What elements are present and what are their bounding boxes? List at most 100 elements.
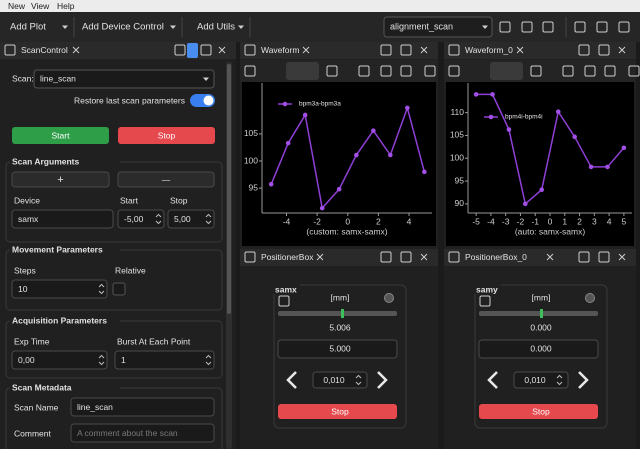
scan-name-input[interactable] (70, 397, 215, 417)
add-button[interactable] (11, 171, 110, 188)
scrollbar-handle[interactable] (227, 64, 231, 314)
start-button[interactable] (12, 127, 109, 144)
settings-icon[interactable] (578, 44, 590, 56)
spin-up[interactable] (205, 354, 212, 359)
dock-icon[interactable] (448, 251, 460, 263)
tweak-icon[interactable] (479, 295, 491, 307)
scan-combo[interactable] (33, 69, 215, 89)
toolbar-button[interactable]: Add Utils (197, 22, 235, 33)
spin-up[interactable] (155, 213, 162, 218)
toolbar-icon[interactable] (596, 21, 608, 33)
step-left-button[interactable] (487, 371, 498, 389)
step-size-input[interactable] (312, 371, 368, 389)
dock-button-active[interactable] (187, 43, 198, 58)
step-right-button[interactable] (578, 371, 589, 389)
toolbar-icon[interactable] (521, 21, 533, 33)
plot-icon[interactable] (244, 44, 256, 56)
plot-tool-icon[interactable] (562, 65, 574, 77)
remove-button[interactable] (117, 171, 215, 188)
plot-tool-icon[interactable] (584, 65, 596, 77)
spin-down[interactable] (155, 220, 162, 225)
plot-tool-icon[interactable] (448, 65, 460, 77)
menu-item[interactable]: View (31, 1, 50, 11)
spin-down[interactable] (205, 361, 212, 366)
float-icon[interactable] (400, 251, 412, 263)
data-point (588, 164, 594, 170)
toolbar-button[interactable]: Add Plot (10, 22, 46, 33)
setpoint-input[interactable] (478, 339, 599, 359)
tab-title[interactable]: PositionerBox (261, 252, 314, 262)
step-left-button[interactable] (286, 371, 297, 389)
close-icon[interactable] (618, 253, 626, 261)
positioner-stop-button[interactable] (278, 404, 397, 419)
close-icon[interactable] (420, 253, 428, 261)
close-icon[interactable] (302, 46, 310, 54)
tab-title[interactable]: Waveform (261, 45, 299, 55)
toolbar-icon[interactable] (618, 21, 630, 33)
stop-button[interactable] (118, 127, 215, 144)
scan-combo[interactable] (383, 16, 493, 38)
tweak-icon[interactable] (278, 295, 290, 307)
spin-up[interactable] (98, 283, 105, 288)
settings-icon[interactable] (174, 44, 186, 56)
float-icon[interactable] (598, 251, 610, 263)
spin-down[interactable] (205, 220, 212, 225)
close-icon[interactable] (420, 46, 428, 54)
spin-up[interactable] (355, 374, 362, 379)
tab-title[interactable]: ScanControl (21, 45, 68, 55)
plot-tool-icon[interactable] (380, 65, 392, 77)
relative-checkbox[interactable] (112, 282, 126, 296)
close-icon[interactable] (72, 46, 80, 54)
toolbar-icon[interactable] (574, 21, 586, 33)
dock-icon[interactable] (244, 251, 256, 263)
stop-input[interactable] (167, 209, 215, 229)
toolbar-icon[interactable] (499, 21, 511, 33)
float-icon[interactable] (200, 44, 212, 56)
menu-item[interactable]: New (8, 1, 26, 11)
step-size-input[interactable] (513, 371, 569, 389)
toolbar-button[interactable]: Add Device Control (82, 22, 164, 33)
spin-down[interactable] (98, 361, 105, 366)
plot-tool-icon[interactable] (358, 65, 370, 77)
settings-icon[interactable] (380, 44, 392, 56)
spin-up[interactable] (205, 213, 212, 218)
tab-title[interactable]: PositionerBox_0 (465, 252, 527, 262)
close-icon[interactable] (218, 46, 226, 54)
menu-item[interactable]: Help (57, 1, 75, 11)
spin-up[interactable] (98, 354, 105, 359)
plot-icon[interactable] (448, 44, 460, 56)
spin-up[interactable] (556, 374, 563, 379)
plot-tool-icon[interactable] (604, 65, 616, 77)
close-icon[interactable] (618, 46, 626, 54)
dock-icon[interactable] (4, 44, 16, 56)
float-icon[interactable] (400, 44, 412, 56)
plot-tool-icon[interactable] (628, 65, 640, 77)
plot-tool-icon[interactable] (400, 65, 412, 77)
close-icon[interactable] (316, 253, 324, 261)
settings-icon[interactable] (380, 251, 392, 263)
pan-tool-active[interactable] (286, 62, 319, 80)
device-input[interactable] (11, 209, 114, 229)
positioner-stop-button[interactable] (479, 404, 598, 419)
plot-tool-icon[interactable] (326, 65, 338, 77)
toolbar-icon[interactable] (542, 21, 554, 33)
steps-input[interactable] (11, 279, 108, 299)
spin-down[interactable] (355, 381, 362, 386)
settings-icon[interactable] (578, 251, 590, 263)
close-icon[interactable] (516, 46, 524, 54)
spin-down[interactable] (98, 290, 105, 295)
start-input[interactable] (117, 209, 165, 229)
comment-input[interactable] (70, 423, 215, 443)
float-icon[interactable] (598, 44, 610, 56)
burst-input[interactable] (114, 350, 215, 370)
spin-down[interactable] (556, 381, 563, 386)
step-right-button[interactable] (377, 371, 388, 389)
plot-tool-icon[interactable] (244, 65, 256, 77)
plot-tool-icon[interactable] (530, 65, 542, 77)
plot-tool-icon[interactable] (424, 65, 436, 77)
close-icon[interactable] (546, 253, 554, 261)
tab-title[interactable]: Waveform_0 (465, 45, 513, 55)
setpoint-input[interactable] (277, 339, 398, 359)
exp-time-input[interactable] (11, 350, 108, 370)
pan-tool-active[interactable] (490, 62, 523, 80)
